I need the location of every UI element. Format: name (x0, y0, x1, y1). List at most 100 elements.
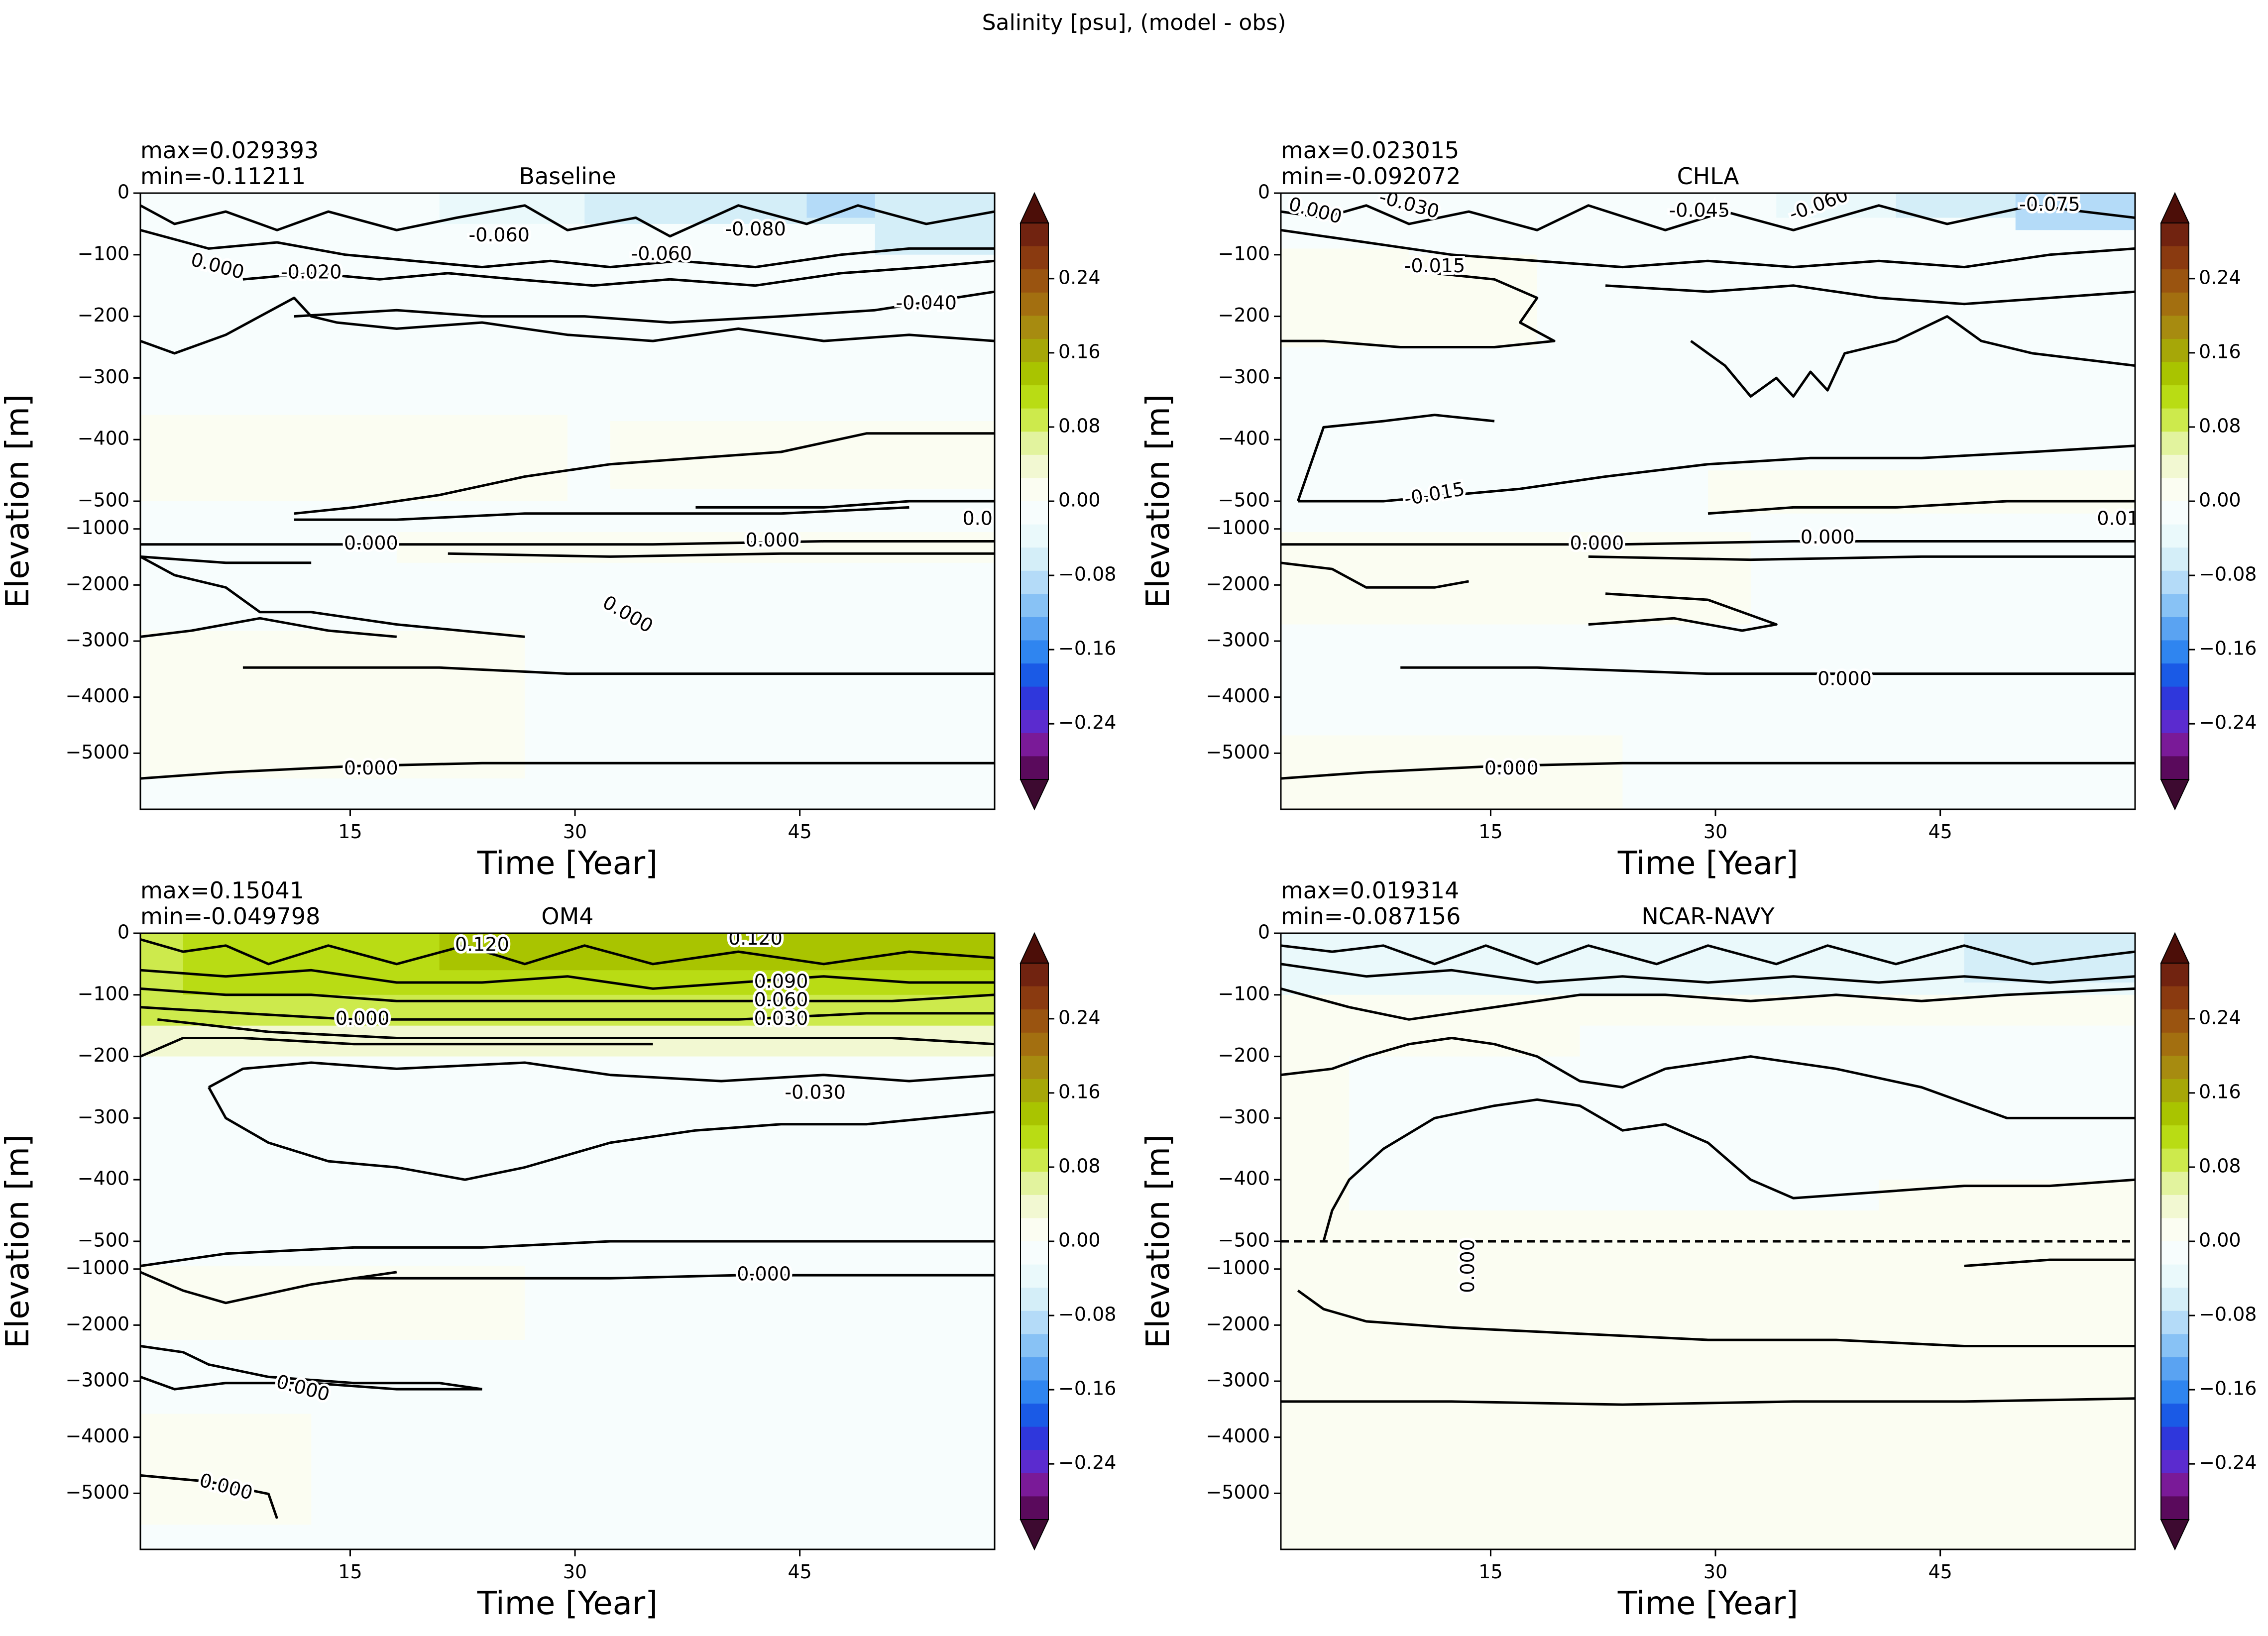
panel-title: OM4 (541, 903, 593, 930)
colorbar-bin (1021, 454, 1048, 479)
contour-line (140, 1240, 995, 1267)
colorbar-bin (2161, 1056, 2189, 1080)
y-tick-label: −3000 (65, 629, 129, 651)
colorbar-bin (2161, 1102, 2189, 1126)
y-tick-label: −1000 (1206, 517, 1270, 539)
y-tick-label: −400 (78, 1168, 129, 1190)
contour-line (140, 1006, 995, 1021)
y-tick-label: −200 (1218, 304, 1270, 326)
colorbar-extend-top (2160, 932, 2190, 964)
colorbar: 0.24 0.16 0.08 0.00 −0.08 −0.16 −0.24 (2160, 932, 2257, 1551)
colorbar-bin (2161, 986, 2189, 1010)
contour-line (1281, 1037, 2135, 1119)
colorbar-tick-label: 0.00 (2199, 1229, 2241, 1251)
colorbar-bin (1021, 338, 1048, 363)
y-tick-label: −4000 (65, 685, 129, 707)
contour-line (1298, 444, 2135, 503)
colorbar-bin (1021, 1473, 1048, 1497)
y-tick-label: −1000 (65, 1257, 129, 1279)
colorbar-tick-label: 0.16 (2199, 340, 2241, 362)
y-tick-label: −200 (1218, 1044, 1270, 1066)
contour-line (140, 1037, 653, 1058)
colorbar-bin (2161, 1473, 2189, 1497)
contour-line (1690, 315, 2135, 398)
max-label: max=0.023015 (1281, 137, 1459, 164)
colorbar-extend-bottom (2160, 1519, 2190, 1551)
contour-label: -0.040 (896, 292, 957, 314)
panel-om4: 0.120 0.1200.0900.0600.0300.000-0.0300.00… (0, 877, 1116, 1622)
contour-line (208, 1087, 995, 1181)
colorbar-bin (1021, 1125, 1048, 1149)
contour-line (1281, 944, 2135, 966)
contour-line (1281, 561, 1469, 589)
contour-label: -0.060 (631, 242, 692, 264)
plot-area: 0.000 (1281, 933, 2135, 1549)
colorbar-bin (2161, 246, 2189, 270)
colorbar-bin (1021, 710, 1048, 734)
min-label: min=-0.092072 (1281, 163, 1461, 190)
y-tick-label: −3000 (1206, 629, 1270, 651)
colorbar-bin (2161, 617, 2189, 641)
colorbar-bin (1021, 1288, 1048, 1311)
colorbar-tick-label: −0.24 (2199, 712, 2257, 734)
colorbar-tick-label: 0.24 (1058, 266, 1101, 288)
colorbar-bin (2161, 1264, 2189, 1288)
max-label: max=0.019314 (1281, 877, 1459, 904)
contour-line (140, 1376, 482, 1391)
panel-chla: 0.000 -0.030 -0.045 -0.060 -0.075-0.015-0.01… (1140, 137, 2257, 882)
y-tick-label: 0 (1258, 181, 1270, 203)
contour-line (1281, 204, 2135, 231)
colorbar-bin (1021, 640, 1048, 664)
colorbar-bin (1021, 223, 1048, 247)
colorbar-bin (2161, 963, 2189, 987)
colorbar-bin (1021, 1148, 1048, 1173)
contour-label: 0.000 (1801, 526, 1855, 548)
x-axis-label: Time [Year] (1617, 1585, 1798, 1622)
contour-label: 0.000 (745, 529, 799, 551)
colorbar-bin (1021, 246, 1048, 270)
max-label: max=0.15041 (140, 877, 304, 904)
colorbar-bin (1021, 963, 1048, 987)
contour-line (208, 1061, 995, 1089)
contour-line (140, 555, 312, 564)
y-tick-label: −200 (78, 304, 129, 326)
x-tick-label: 45 (788, 821, 811, 843)
colorbar-bin (2161, 1218, 2189, 1242)
contour-label: -0.075 (2019, 193, 2080, 215)
contour-line (1281, 1397, 2135, 1406)
contour-line (140, 540, 995, 546)
plot-area: -0.060 -0.080 0.000 -0.020 -0.060 -0.040 0.000… (140, 193, 995, 809)
colorbar-bin (1021, 1172, 1048, 1196)
colorbar-bin (1021, 1404, 1048, 1427)
colorbar-extend-top (1020, 932, 1049, 964)
colorbar-tick-label: 0.00 (1058, 489, 1101, 511)
x-tick-label: 30 (1703, 821, 1727, 843)
min-label: min=-0.11211 (140, 163, 306, 190)
contour-line (1281, 762, 2135, 780)
max-label: max=0.029393 (140, 137, 319, 164)
contour-label: 0.000 (737, 1263, 791, 1285)
colorbar-bin (1021, 362, 1048, 386)
y-tick-label: −500 (1218, 489, 1270, 511)
contour-line (157, 1018, 995, 1046)
contour-line (354, 1274, 995, 1280)
contour-label: 0.000 (1570, 532, 1624, 554)
y-tick-label: −2000 (1206, 573, 1270, 595)
colorbar-tick-label: −0.08 (1058, 563, 1116, 585)
y-tick-label: −5000 (1206, 741, 1270, 763)
colorbar-extend-bottom (1020, 779, 1049, 811)
contour-line (140, 969, 995, 990)
colorbar-bin (2161, 1009, 2189, 1033)
colorbar-tick-label: 0.08 (1058, 1155, 1101, 1177)
contour-line (294, 290, 995, 324)
y-tick-label: −3000 (65, 1369, 129, 1391)
colorbar-tick-label: −0.24 (1058, 1452, 1116, 1474)
contour-label: 0.000 (344, 757, 398, 779)
contour-line (140, 555, 525, 638)
contour-label: -0.020 (281, 261, 342, 283)
y-tick-label: −3000 (1206, 1369, 1270, 1391)
colorbar-bin (1021, 547, 1048, 571)
y-tick-label: −500 (78, 489, 129, 511)
